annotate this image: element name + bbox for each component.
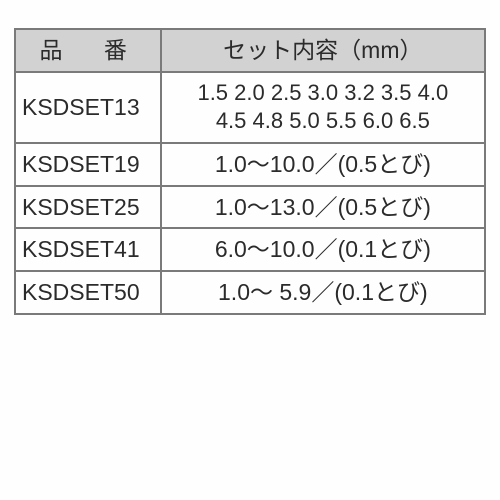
table-row: KSDSET191.0～10.0／(0.5とび) — [15, 143, 485, 186]
table-row: KSDSET131.5 2.0 2.5 3.0 3.2 3.5 4.04.5 4… — [15, 72, 485, 143]
cell-product-code: KSDSET13 — [15, 72, 161, 143]
cell-set-contents: 6.0～10.0／(0.1とび) — [161, 228, 485, 271]
cell-product-code: KSDSET19 — [15, 143, 161, 186]
cell-product-code: KSDSET25 — [15, 186, 161, 229]
table-row: KSDSET416.0～10.0／(0.1とび) — [15, 228, 485, 271]
header-set-contents: セット内容（mm） — [161, 29, 485, 72]
header-product-code: 品 番 — [15, 29, 161, 72]
cell-set-contents: 1.0～10.0／(0.5とび) — [161, 143, 485, 186]
spec-table: 品 番 セット内容（mm） KSDSET131.5 2.0 2.5 3.0 3.… — [14, 28, 486, 315]
table-body: KSDSET131.5 2.0 2.5 3.0 3.2 3.5 4.04.5 4… — [15, 72, 485, 314]
table-row: KSDSET251.0～13.0／(0.5とび) — [15, 186, 485, 229]
cell-set-contents: 1.0～ 5.9／(0.1とび) — [161, 271, 485, 314]
table-container: 品 番 セット内容（mm） KSDSET131.5 2.0 2.5 3.0 3.… — [0, 0, 500, 315]
table-header: 品 番 セット内容（mm） — [15, 29, 485, 72]
cell-set-contents: 1.0～13.0／(0.5とび) — [161, 186, 485, 229]
cell-product-code: KSDSET50 — [15, 271, 161, 314]
table-row: KSDSET501.0～ 5.9／(0.1とび) — [15, 271, 485, 314]
cell-product-code: KSDSET41 — [15, 228, 161, 271]
cell-set-contents: 1.5 2.0 2.5 3.0 3.2 3.5 4.04.5 4.8 5.0 5… — [161, 72, 485, 143]
